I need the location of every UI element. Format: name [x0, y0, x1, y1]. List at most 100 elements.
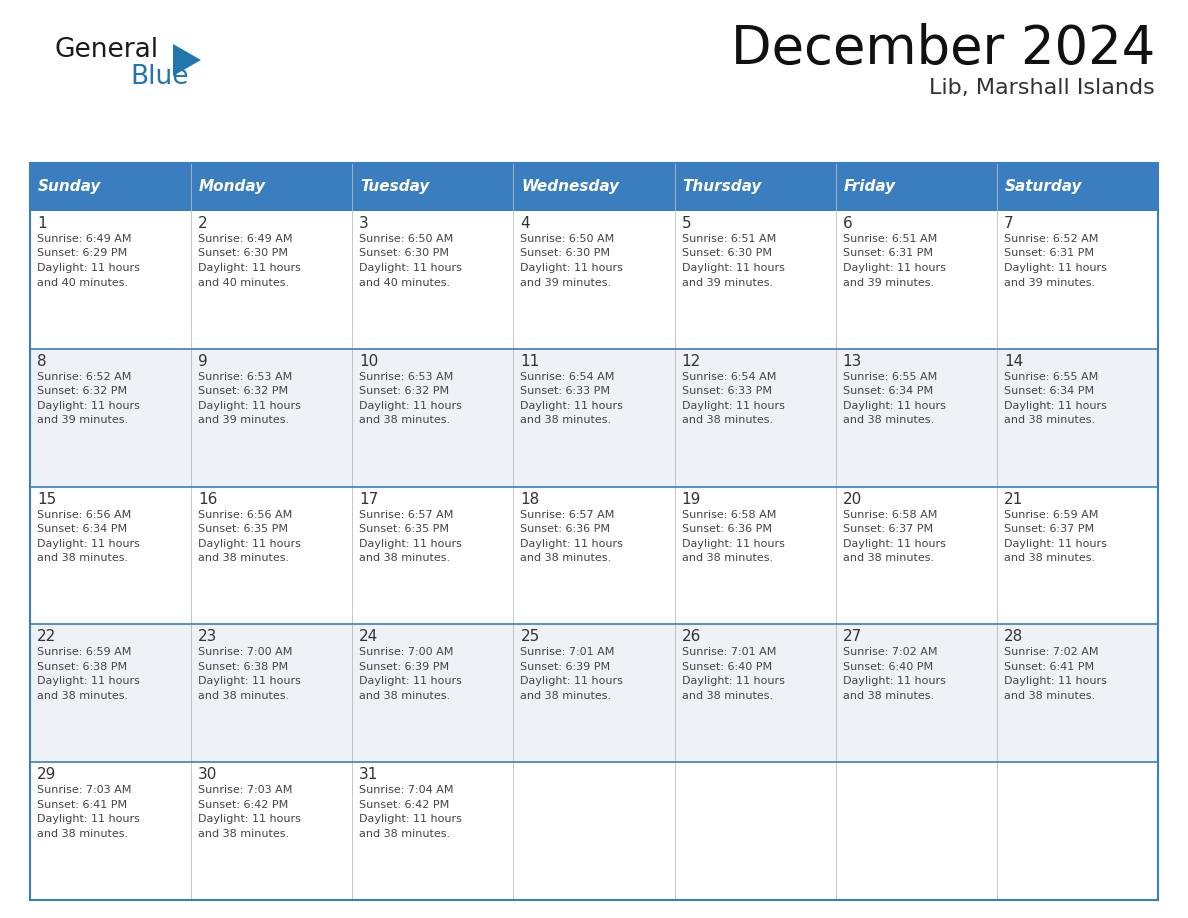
- Polygon shape: [173, 44, 201, 76]
- Text: Daylight: 11 hours: Daylight: 11 hours: [842, 263, 946, 273]
- Text: Sunday: Sunday: [38, 180, 101, 195]
- Text: 12: 12: [682, 353, 701, 369]
- Bar: [353, 211, 513, 349]
- Text: Sunset: 6:34 PM: Sunset: 6:34 PM: [842, 386, 933, 397]
- Bar: [353, 762, 513, 900]
- Text: Sunrise: 7:01 AM: Sunrise: 7:01 AM: [520, 647, 615, 657]
- Text: Daylight: 11 hours: Daylight: 11 hours: [682, 401, 784, 410]
- Text: Thursday: Thursday: [683, 180, 762, 195]
- Bar: [997, 487, 1158, 624]
- Bar: [191, 762, 353, 900]
- Text: Sunrise: 6:50 AM: Sunrise: 6:50 AM: [520, 234, 614, 244]
- Bar: [835, 211, 997, 349]
- Text: 30: 30: [198, 767, 217, 782]
- Text: Daylight: 11 hours: Daylight: 11 hours: [359, 677, 462, 687]
- Text: Sunset: 6:35 PM: Sunset: 6:35 PM: [198, 524, 289, 534]
- Text: and 38 minutes.: and 38 minutes.: [842, 691, 934, 701]
- Text: Sunrise: 6:49 AM: Sunrise: 6:49 AM: [37, 234, 132, 244]
- Bar: [353, 624, 513, 762]
- Text: General: General: [55, 37, 159, 63]
- Text: Sunset: 6:41 PM: Sunset: 6:41 PM: [1004, 662, 1094, 672]
- Text: and 38 minutes.: and 38 minutes.: [520, 554, 612, 563]
- Text: Sunset: 6:30 PM: Sunset: 6:30 PM: [198, 249, 289, 259]
- Bar: [997, 211, 1158, 349]
- Bar: [30, 349, 191, 487]
- Text: Sunset: 6:29 PM: Sunset: 6:29 PM: [37, 249, 127, 259]
- Text: Sunrise: 6:52 AM: Sunrise: 6:52 AM: [1004, 234, 1098, 244]
- Text: Sunrise: 6:50 AM: Sunrise: 6:50 AM: [359, 234, 454, 244]
- Text: Sunset: 6:34 PM: Sunset: 6:34 PM: [37, 524, 127, 534]
- Text: Sunrise: 7:04 AM: Sunrise: 7:04 AM: [359, 785, 454, 795]
- Text: and 38 minutes.: and 38 minutes.: [1004, 691, 1095, 701]
- Bar: [513, 487, 675, 624]
- Text: Daylight: 11 hours: Daylight: 11 hours: [198, 539, 301, 549]
- Text: Sunset: 6:32 PM: Sunset: 6:32 PM: [198, 386, 289, 397]
- Text: Daylight: 11 hours: Daylight: 11 hours: [1004, 263, 1107, 273]
- Bar: [997, 762, 1158, 900]
- Text: Sunrise: 7:03 AM: Sunrise: 7:03 AM: [198, 785, 292, 795]
- Text: and 38 minutes.: and 38 minutes.: [359, 415, 450, 425]
- Text: 19: 19: [682, 492, 701, 507]
- Text: Sunset: 6:39 PM: Sunset: 6:39 PM: [520, 662, 611, 672]
- Text: Sunrise: 6:57 AM: Sunrise: 6:57 AM: [520, 509, 615, 520]
- Text: Daylight: 11 hours: Daylight: 11 hours: [682, 263, 784, 273]
- Text: 4: 4: [520, 216, 530, 231]
- Text: 18: 18: [520, 492, 539, 507]
- Text: Sunrise: 6:53 AM: Sunrise: 6:53 AM: [198, 372, 292, 382]
- Bar: [191, 163, 353, 211]
- Bar: [675, 211, 835, 349]
- Text: and 38 minutes.: and 38 minutes.: [198, 691, 289, 701]
- Text: 10: 10: [359, 353, 379, 369]
- Text: Sunrise: 7:00 AM: Sunrise: 7:00 AM: [359, 647, 454, 657]
- Text: 31: 31: [359, 767, 379, 782]
- Text: 14: 14: [1004, 353, 1023, 369]
- Bar: [675, 762, 835, 900]
- Text: Sunset: 6:30 PM: Sunset: 6:30 PM: [359, 249, 449, 259]
- Text: and 38 minutes.: and 38 minutes.: [37, 829, 128, 839]
- Bar: [835, 487, 997, 624]
- Text: Daylight: 11 hours: Daylight: 11 hours: [520, 401, 624, 410]
- Text: 20: 20: [842, 492, 862, 507]
- Text: Sunset: 6:31 PM: Sunset: 6:31 PM: [1004, 249, 1094, 259]
- Text: Sunrise: 7:02 AM: Sunrise: 7:02 AM: [842, 647, 937, 657]
- Text: Monday: Monday: [200, 180, 266, 195]
- Text: and 39 minutes.: and 39 minutes.: [198, 415, 289, 425]
- Text: 5: 5: [682, 216, 691, 231]
- Text: 26: 26: [682, 630, 701, 644]
- Bar: [997, 624, 1158, 762]
- Text: Sunset: 6:30 PM: Sunset: 6:30 PM: [682, 249, 771, 259]
- Text: Daylight: 11 hours: Daylight: 11 hours: [37, 814, 140, 824]
- Text: Sunrise: 6:55 AM: Sunrise: 6:55 AM: [842, 372, 937, 382]
- Text: 7: 7: [1004, 216, 1013, 231]
- Text: Sunset: 6:37 PM: Sunset: 6:37 PM: [1004, 524, 1094, 534]
- Bar: [513, 762, 675, 900]
- Text: and 38 minutes.: and 38 minutes.: [682, 691, 772, 701]
- Text: Saturday: Saturday: [1005, 180, 1082, 195]
- Text: Sunset: 6:34 PM: Sunset: 6:34 PM: [1004, 386, 1094, 397]
- Text: Sunrise: 6:49 AM: Sunrise: 6:49 AM: [198, 234, 292, 244]
- Text: Daylight: 11 hours: Daylight: 11 hours: [1004, 539, 1107, 549]
- Text: Sunrise: 6:56 AM: Sunrise: 6:56 AM: [198, 509, 292, 520]
- Text: and 40 minutes.: and 40 minutes.: [198, 277, 289, 287]
- Text: 27: 27: [842, 630, 862, 644]
- Text: and 38 minutes.: and 38 minutes.: [198, 554, 289, 563]
- Bar: [30, 211, 191, 349]
- Bar: [675, 487, 835, 624]
- Text: and 38 minutes.: and 38 minutes.: [682, 415, 772, 425]
- Bar: [513, 211, 675, 349]
- Text: and 38 minutes.: and 38 minutes.: [37, 554, 128, 563]
- Text: Tuesday: Tuesday: [360, 180, 430, 195]
- Text: Sunrise: 6:51 AM: Sunrise: 6:51 AM: [682, 234, 776, 244]
- Text: Sunset: 6:40 PM: Sunset: 6:40 PM: [682, 662, 772, 672]
- Text: Daylight: 11 hours: Daylight: 11 hours: [842, 401, 946, 410]
- Bar: [835, 624, 997, 762]
- Text: Daylight: 11 hours: Daylight: 11 hours: [359, 814, 462, 824]
- Text: Wednesday: Wednesday: [522, 180, 620, 195]
- Text: Sunrise: 6:54 AM: Sunrise: 6:54 AM: [682, 372, 776, 382]
- Text: Sunrise: 7:03 AM: Sunrise: 7:03 AM: [37, 785, 132, 795]
- Text: Daylight: 11 hours: Daylight: 11 hours: [1004, 401, 1107, 410]
- Bar: [30, 624, 191, 762]
- Text: Daylight: 11 hours: Daylight: 11 hours: [842, 539, 946, 549]
- Text: Sunset: 6:39 PM: Sunset: 6:39 PM: [359, 662, 449, 672]
- Text: and 39 minutes.: and 39 minutes.: [682, 277, 772, 287]
